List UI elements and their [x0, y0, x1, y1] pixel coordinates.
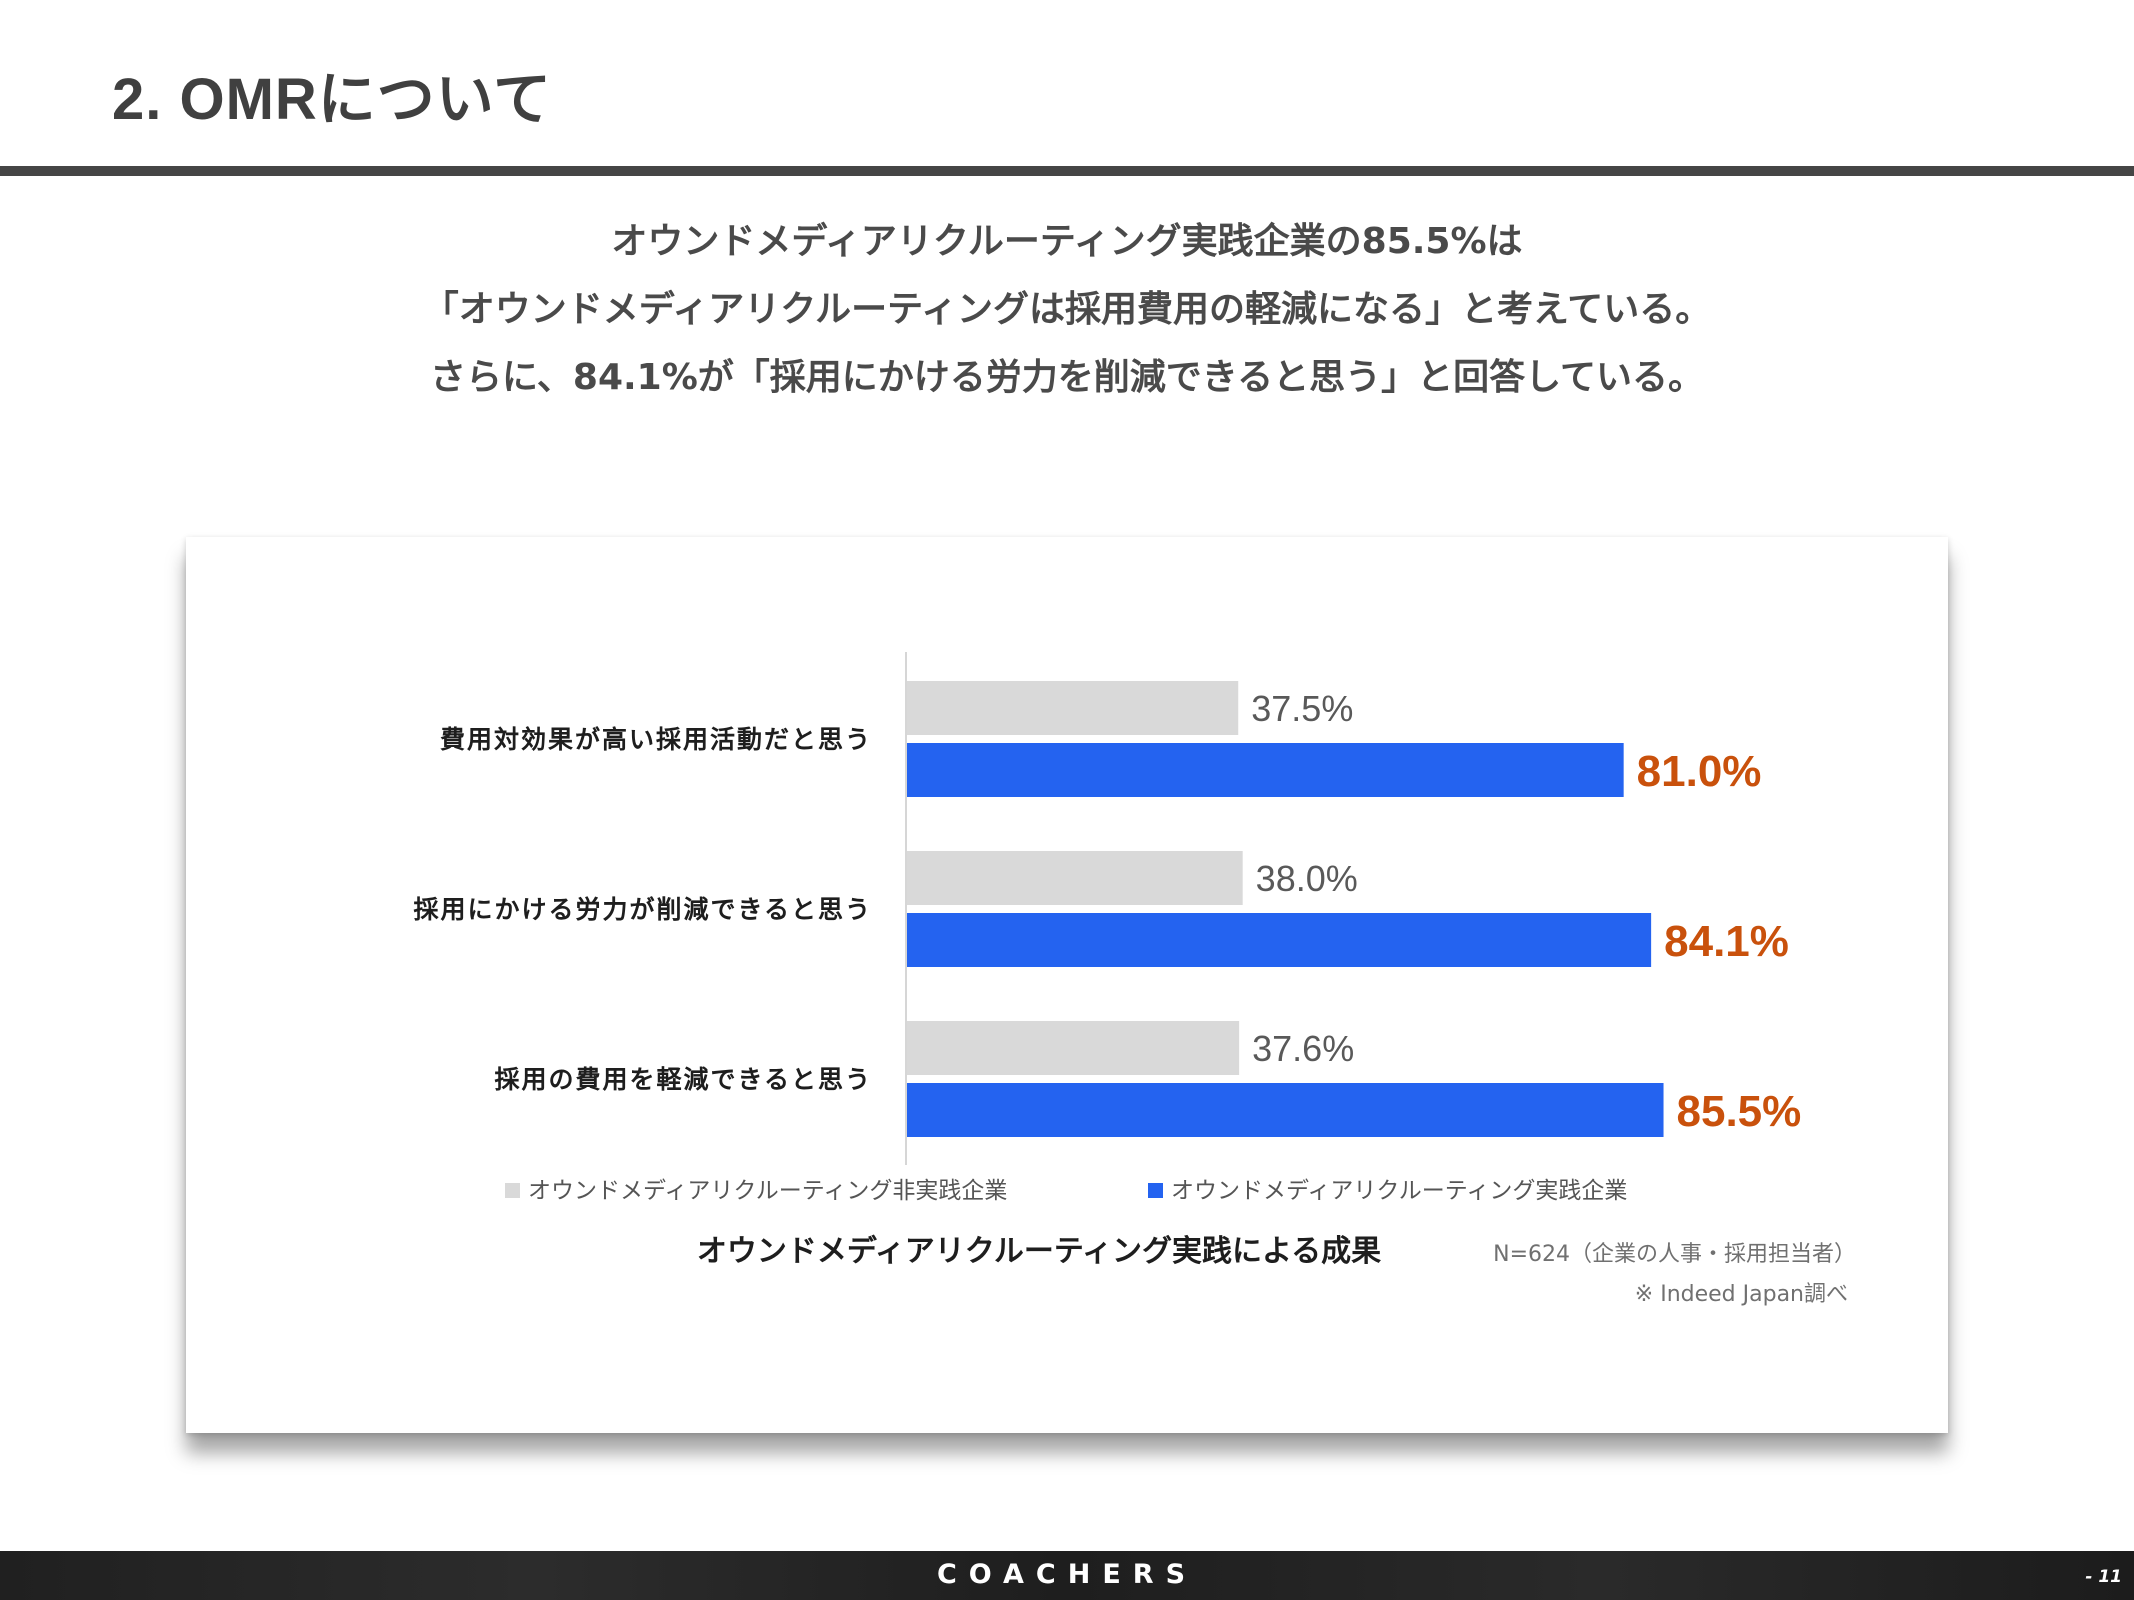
headline-line-1: オウンドメディアリクルーティング実践企業の85.5%は	[611, 221, 1523, 262]
legend-swatch-non-practicing	[505, 1183, 520, 1198]
bar-non-practicing	[906, 681, 1239, 735]
legend-label-practicing: オウンドメディアリクルーティング実践企業	[1171, 1178, 1627, 1204]
source-note: ※ Indeed Japan調べ	[1635, 1282, 1848, 1307]
chart-card: 37.5% 81.0% 38.0% 84.1% 37.6% 85.5% 費用対効果が高い採…	[186, 537, 1948, 1433]
category-label: 費用対効果が高い採用活動だと思う	[439, 725, 872, 754]
bar-non-practicing	[906, 1021, 1240, 1075]
bar-non-practicing	[906, 851, 1243, 905]
value-label-practicing: 84.1%	[1664, 917, 1789, 966]
bar-practicing	[906, 1083, 1664, 1137]
value-label-non-practicing: 37.5%	[1251, 688, 1353, 729]
chart-title: オウンドメディアリクルーティング実践による成果	[697, 1234, 1381, 1269]
bar-practicing	[906, 743, 1624, 797]
legend-label-non-practicing: オウンドメディアリクルーティング非実践企業	[528, 1178, 1007, 1204]
value-label-practicing: 85.5%	[1677, 1087, 1802, 1136]
bar-chart: 37.5% 81.0% 38.0% 84.1% 37.6% 85.5% 費用対効果が高い採…	[413, 652, 1856, 1307]
category-label: 採用の費用を軽減できると思う	[494, 1065, 872, 1094]
category-label: 採用にかける労力が削減できると思う	[413, 895, 872, 924]
bar-practicing	[906, 913, 1652, 967]
page-number: - 11	[2085, 1567, 2122, 1587]
headline-line-3: さらに、84.1%が「採用にかける労力を削減できると思う」と回答している。	[429, 357, 1704, 398]
value-label-non-practicing: 37.6%	[1252, 1028, 1354, 1069]
value-label-practicing: 81.0%	[1637, 747, 1762, 796]
value-label-non-practicing: 38.0%	[1256, 858, 1358, 899]
legend-swatch-practicing	[1148, 1183, 1163, 1198]
sample-size-note: N=624（企業の人事・採用担当者）	[1493, 1242, 1856, 1267]
footer: COACHERS - 11	[0, 1551, 2134, 1600]
headline: オウンドメディアリクルーティング実践企業の85.5%は 「オウンドメディアリクル…	[0, 208, 2134, 412]
headline-line-2: 「オウンドメディアリクルーティングは採用費用の軽減になる」と考えている。	[422, 289, 1712, 330]
slide-title: 2. OMRについて	[112, 67, 553, 132]
title-divider	[0, 166, 2134, 176]
brand-logo: COACHERS	[936, 1559, 1198, 1590]
